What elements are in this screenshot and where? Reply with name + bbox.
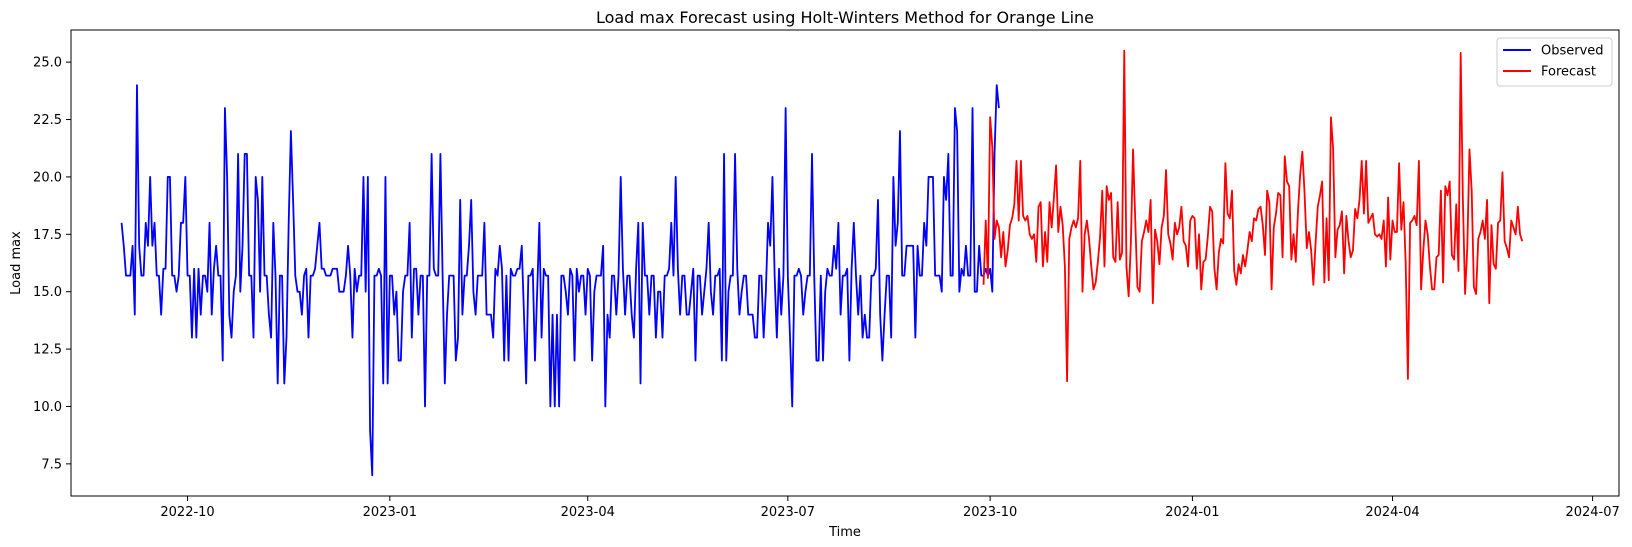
y-tick-label: 7.5 (41, 457, 62, 472)
chart-title: Load max Forecast using Holt-Winters Met… (596, 8, 1094, 27)
x-tick-label: 2023-04 (561, 505, 615, 520)
y-tick-label: 22.5 (33, 113, 62, 128)
series-line-forecast (982, 49, 1524, 383)
x-axis-ticks: 2022-10 2023-01 2023-04 2023-07 2023-10 2024-… (160, 496, 1620, 520)
y-tick-label: 15.0 (33, 285, 62, 300)
y-tick-label: 17.5 (33, 228, 62, 243)
x-tick-label: 2023-01 (363, 505, 417, 520)
legend: Observed Forecast (1496, 37, 1613, 87)
series-layer (120, 49, 1524, 477)
plot-area-frame (70, 29, 1620, 497)
x-tick-label: 2024-07 (1565, 505, 1619, 520)
x-axis-title: Time (828, 525, 861, 540)
y-tick-label: 20.0 (33, 170, 62, 185)
legend-label-observed: Observed (1541, 44, 1604, 59)
x-tick-label: 2023-07 (761, 505, 815, 520)
y-tick-label: 25.0 (33, 56, 62, 71)
x-tick-label: 2022-10 (160, 505, 214, 520)
x-tick-label: 2024-01 (1165, 505, 1219, 520)
y-axis-title: Load max (9, 231, 24, 295)
y-tick-label: 12.5 (33, 343, 62, 358)
y-tick-label: 10.0 (33, 400, 62, 415)
y-axis-ticks: 7.5 10.0 12.5 15.0 17.5 20.0 22.5 25.0 (33, 56, 71, 472)
x-tick-label: 2024-04 (1365, 505, 1419, 520)
legend-label-forecast: Forecast (1541, 65, 1596, 80)
x-tick-label: 2023-10 (963, 505, 1017, 520)
series-line-observed (120, 84, 1000, 477)
